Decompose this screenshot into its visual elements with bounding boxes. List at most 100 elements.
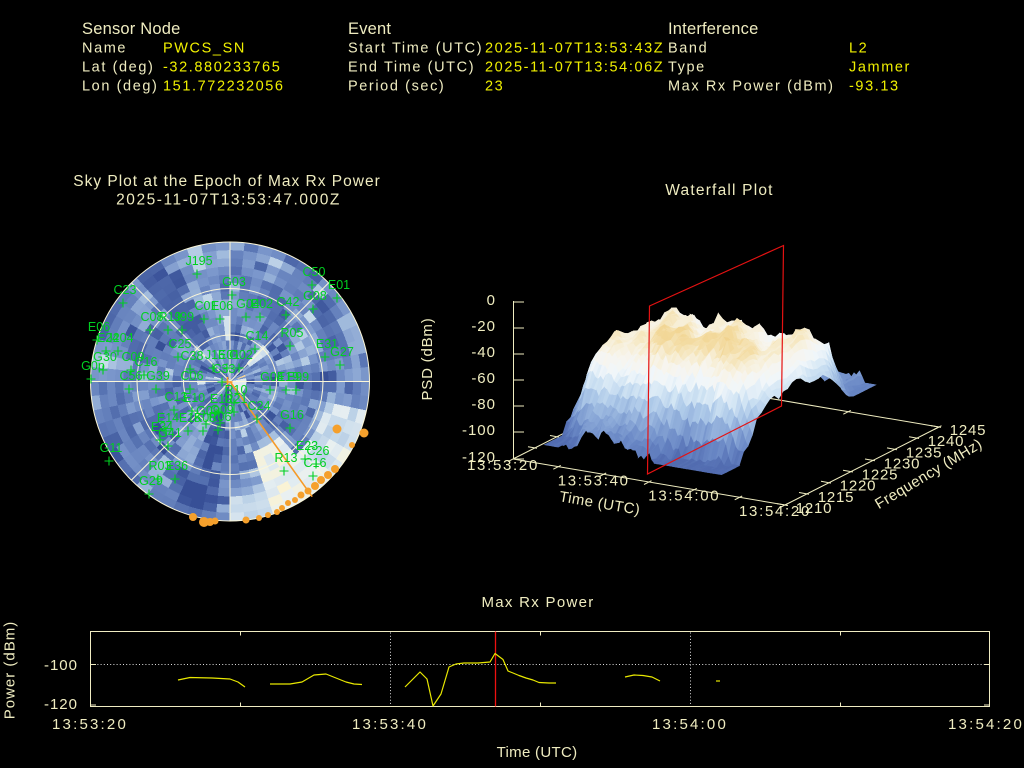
svg-text:Period (sec): Period (sec): [348, 79, 445, 95]
svg-text:Sensor Node: Sensor Node: [82, 20, 181, 38]
svg-text:Event: Event: [348, 20, 391, 38]
svg-text:Sky Plot at the Epoch of Max R: Sky Plot at the Epoch of Max Rx Power: [73, 173, 381, 190]
svg-text:G08: G08: [303, 289, 327, 303]
svg-text:Waterfall Plot: Waterfall Plot: [665, 182, 773, 199]
svg-text:R03: R03: [149, 459, 172, 473]
svg-text:R13: R13: [275, 451, 298, 465]
svg-text:-120: -120: [462, 449, 496, 466]
svg-text:R10: R10: [225, 383, 248, 397]
svg-text:C24: C24: [248, 399, 271, 413]
svg-text:0: 0: [487, 292, 496, 309]
svg-text:PWCS_SN: PWCS_SN: [163, 41, 246, 57]
svg-text:R06: R06: [209, 410, 232, 424]
svg-text:Max Rx Power (dBm): Max Rx Power (dBm): [668, 79, 835, 95]
svg-text:C56: C56: [120, 369, 143, 383]
svg-text:C50: C50: [303, 265, 326, 279]
svg-text:G04: G04: [260, 370, 284, 384]
svg-text:G39: G39: [146, 369, 170, 383]
svg-text:C42: C42: [277, 295, 300, 309]
svg-text:13:53:20: 13:53:20: [52, 716, 128, 733]
svg-text:C38: C38: [181, 349, 204, 363]
svg-text:Jammer: Jammer: [849, 60, 911, 76]
svg-text:G0p: G0p: [81, 359, 105, 373]
svg-text:13:54:00: 13:54:00: [648, 488, 720, 505]
svg-text:13:53:40: 13:53:40: [558, 472, 630, 489]
svg-text:J16: J16: [205, 348, 225, 362]
svg-text:G30: G30: [93, 350, 117, 364]
svg-text:Power (dBm): Power (dBm): [2, 621, 19, 720]
svg-text:E19: E19: [277, 370, 299, 384]
svg-text:2025-11-07T13:54:06Z: 2025-11-07T13:54:06Z: [485, 60, 664, 76]
svg-text:E10: E10: [210, 392, 232, 406]
svg-text:13:54:00: 13:54:00: [652, 716, 728, 733]
svg-text:C01: C01: [195, 299, 218, 313]
svg-text:E23: E23: [296, 439, 318, 453]
svg-text:C06: C06: [181, 369, 204, 383]
svg-text:E06: E06: [88, 320, 110, 334]
svg-text:J204: J204: [106, 331, 133, 345]
svg-text:-40: -40: [471, 344, 496, 361]
svg-text:Start Time (UTC): Start Time (UTC): [348, 41, 483, 57]
svg-text:1245: 1245: [950, 422, 987, 439]
svg-text:G29: G29: [139, 474, 163, 488]
svg-text:2025-11-07T13:53:43Z: 2025-11-07T13:53:43Z: [485, 41, 664, 57]
svg-text:-20: -20: [471, 318, 496, 335]
svg-text:J195: J195: [185, 254, 212, 268]
svg-text:G09: G09: [210, 403, 234, 417]
svg-text:R05: R05: [281, 326, 304, 340]
svg-text:151.772232056: 151.772232056: [163, 79, 285, 95]
svg-text:C33: C33: [213, 362, 236, 376]
svg-text:E31: E31: [316, 337, 338, 351]
svg-text:G11: G11: [100, 441, 123, 455]
svg-text:E24: E24: [97, 331, 119, 345]
svg-text:R19: R19: [159, 310, 182, 324]
svg-text:E15: E15: [179, 411, 201, 425]
svg-text:Interference: Interference: [668, 20, 758, 38]
svg-text:-80: -80: [471, 396, 496, 413]
svg-text:Type: Type: [668, 60, 706, 76]
svg-text:Time (UTC): Time (UTC): [497, 744, 578, 761]
svg-text:-93.13: -93.13: [849, 79, 900, 95]
svg-text:L2: L2: [849, 41, 868, 57]
svg-text:C14: C14: [246, 329, 269, 343]
svg-text:E10: E10: [183, 391, 205, 405]
svg-text:13:54:20: 13:54:20: [948, 716, 1024, 733]
svg-text:-100: -100: [44, 657, 78, 674]
svg-text:G27: G27: [330, 345, 354, 359]
svg-text:-32.880233765: -32.880233765: [163, 60, 281, 76]
svg-text:E36: E36: [166, 459, 188, 473]
svg-text:Name: Name: [82, 41, 127, 57]
svg-text:2025-11-07T13:53:47.000Z: 2025-11-07T13:53:47.000Z: [116, 192, 341, 209]
svg-text:E01: E01: [218, 348, 240, 362]
svg-text:23: 23: [485, 79, 504, 95]
svg-text:G02: G02: [229, 348, 253, 362]
svg-text:Band: Band: [668, 41, 708, 57]
svg-text:1240: 1240: [928, 433, 965, 450]
svg-text:Lat (deg): Lat (deg): [82, 60, 154, 76]
svg-text:PSD (dBm): PSD (dBm): [419, 317, 436, 400]
svg-text:13:53:40: 13:53:40: [352, 716, 428, 733]
svg-text:1225: 1225: [862, 467, 899, 484]
svg-text:G09: G09: [196, 404, 220, 418]
svg-text:-120: -120: [44, 696, 78, 713]
svg-text:G41: G41: [158, 426, 182, 440]
svg-text:E02: E02: [251, 297, 273, 311]
svg-text:C08: C08: [141, 310, 164, 324]
svg-text:1210: 1210: [796, 500, 833, 517]
svg-text:Lon (deg): Lon (deg): [82, 79, 158, 95]
svg-text:E99: E99: [287, 370, 309, 384]
svg-text:G04: G04: [236, 297, 260, 311]
svg-text:Max Rx Power: Max Rx Power: [481, 594, 594, 611]
svg-text:1230: 1230: [884, 455, 921, 472]
svg-text:1215: 1215: [818, 489, 855, 506]
svg-text:E01: E01: [328, 278, 350, 292]
svg-text:-60: -60: [471, 370, 496, 387]
svg-text:E06: E06: [211, 299, 233, 313]
svg-text:G03: G03: [222, 275, 246, 289]
svg-text:1220: 1220: [840, 478, 877, 495]
svg-text:C09: C09: [122, 350, 145, 364]
svg-text:C13: C13: [165, 390, 188, 404]
svg-text:E34: E34: [151, 420, 173, 434]
svg-text:End Time (UTC): End Time (UTC): [348, 60, 475, 76]
svg-text:1235: 1235: [906, 444, 943, 461]
